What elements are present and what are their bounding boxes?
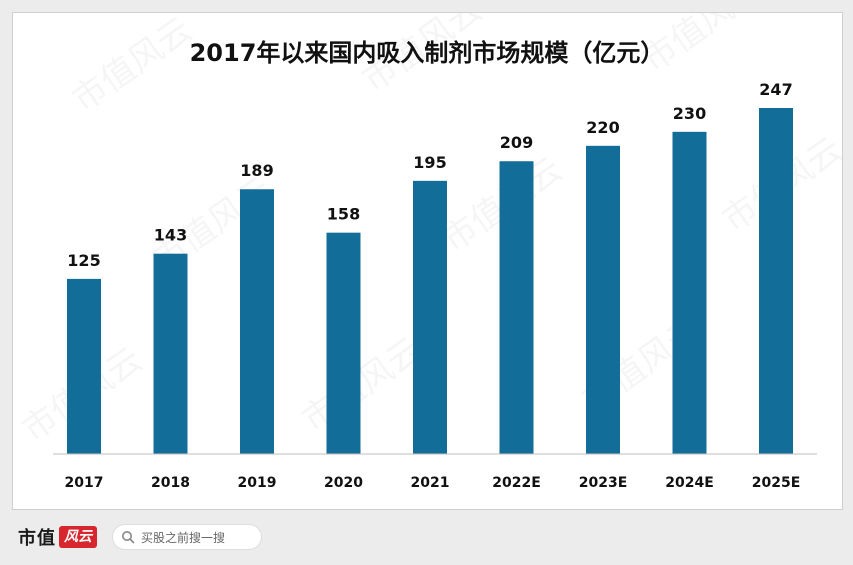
watermark-text: 市值风云 [295, 330, 429, 441]
search-icon [122, 531, 135, 544]
search-box[interactable]: 买股之前搜一搜 [112, 524, 262, 550]
data-label: 158 [327, 205, 360, 224]
x-tick-label: 2021 [411, 475, 450, 491]
x-tick-label: 2022E [492, 475, 541, 491]
bar-2018 [153, 253, 188, 454]
chart-card: 市值风云市值风云市值风云市值风云市值风云市值风云市值风云市值风云市值风云 201… [12, 12, 843, 510]
brand-logo[interactable]: 市值 风云 [18, 524, 97, 550]
watermark-text: 市值风云 [65, 13, 199, 120]
logo-text: 市值 [18, 528, 56, 549]
search-placeholder: 买股之前搜一搜 [141, 530, 226, 545]
bar-2017 [67, 278, 101, 454]
logo-badge: 风云 [59, 526, 97, 548]
chart-title: 2017年以来国内吸入制剂市场规模（亿元） [190, 39, 665, 67]
bar-2021 [413, 180, 447, 454]
bar-chart: 市值风云市值风云市值风云市值风云市值风云市值风云市值风云市值风云市值风云 201… [15, 13, 842, 491]
x-tick-label: 2018 [151, 475, 190, 491]
bar-2024E [672, 131, 707, 454]
x-tick-label: 2019 [238, 475, 277, 491]
bar-2019 [240, 189, 274, 455]
bars-group: 125 143 189 158 195 209 220 230 247 [67, 80, 793, 455]
x-tick-label: 2020 [324, 475, 363, 491]
bar-2020 [326, 232, 361, 454]
data-label: 209 [500, 133, 533, 152]
data-label: 230 [673, 104, 706, 123]
footer: 市值 风云 买股之前搜一搜 [0, 508, 853, 565]
data-label: 247 [759, 80, 792, 99]
bar-2022E [499, 161, 534, 454]
data-label: 143 [154, 226, 187, 245]
data-label: 220 [586, 118, 619, 137]
x-tick-label: 2017 [65, 475, 104, 491]
x-tick-label: 2024E [665, 475, 714, 491]
bar-2023E [586, 145, 620, 454]
x-tick-label: 2023E [579, 475, 628, 491]
data-label: 195 [413, 153, 446, 172]
x-tick-labels: 2017 2018 2019 2020 2021 2022E 2023E 2024E 2025E [65, 475, 801, 491]
bar-2025E [759, 108, 793, 454]
data-label: 125 [67, 251, 100, 270]
x-tick-label: 2025E [752, 475, 801, 491]
data-label: 189 [240, 161, 273, 180]
